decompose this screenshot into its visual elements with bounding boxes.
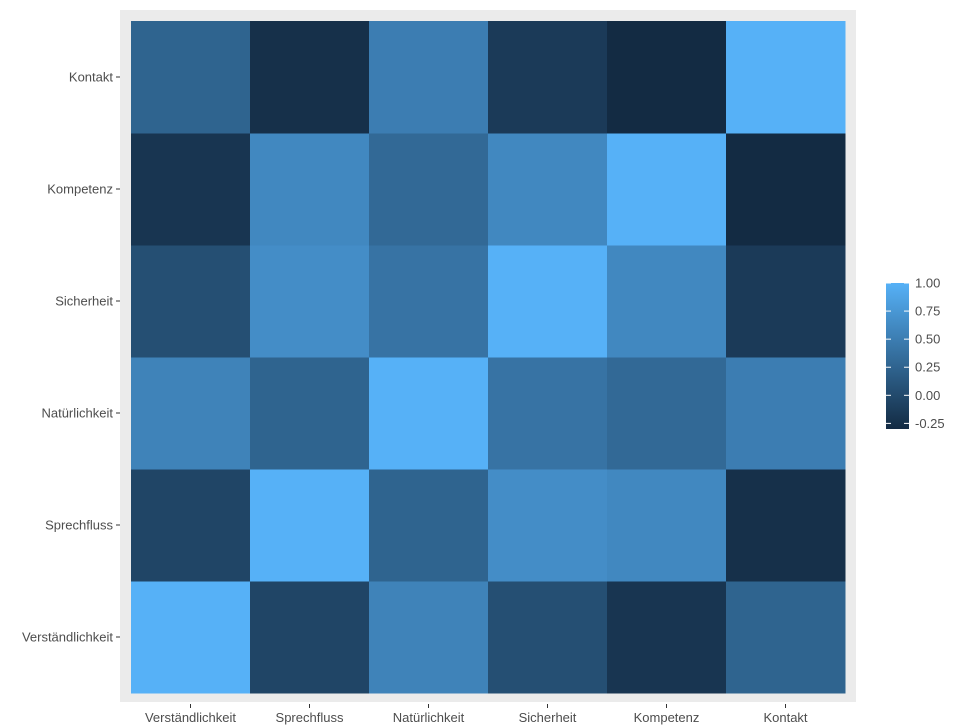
heatmap-cell (369, 245, 489, 358)
y-tick-label: Sprechfluss (45, 518, 113, 533)
legend-colorbar (886, 283, 909, 429)
heatmap-cell (488, 357, 608, 470)
heatmap-cell (131, 469, 251, 582)
heatmap-cell (726, 469, 846, 582)
heatmap-cell (488, 581, 608, 694)
heatmap-cell (131, 581, 251, 694)
heatmap-cell (726, 245, 846, 358)
heatmap-cell (607, 581, 727, 694)
heatmap-cell (607, 469, 727, 582)
heatmap-cells (131, 21, 846, 694)
legend-tick-label: -0.25 (915, 416, 945, 431)
heatmap-cell (131, 21, 251, 134)
heatmap-cell (131, 133, 251, 246)
heatmap-cell (131, 357, 251, 470)
x-tick-label: Verständlichkeit (145, 710, 236, 725)
legend-tick-label: 0.25 (915, 360, 940, 375)
y-tick-label: Kompetenz (47, 182, 113, 197)
heatmap-cell (488, 133, 608, 246)
y-axis: Verständlichkeit Sprechfluss Natürlichkeit… (22, 70, 120, 645)
legend-tick-label: 1.00 (915, 276, 940, 291)
heatmap-cell (607, 21, 727, 134)
heatmap-cell (369, 133, 489, 246)
heatmap-cell (607, 133, 727, 246)
color-legend: 1.00 0.75 0.50 0.25 0.00 -0.25 (886, 276, 945, 431)
y-tick-label: Verständlichkeit (22, 630, 113, 645)
heatmap-cell (726, 133, 846, 246)
x-axis: Verständlichkeit Sprechfluss Natürlichkeit… (145, 704, 808, 725)
x-tick-label: Kompetenz (634, 710, 700, 725)
legend-tick-label: 0.00 (915, 388, 940, 403)
heatmap-cell (250, 21, 370, 134)
heatmap-cell (250, 469, 370, 582)
x-tick-label: Natürlichkeit (393, 710, 465, 725)
heatmap-cell (250, 245, 370, 358)
heatmap-cell (369, 469, 489, 582)
y-tick-label: Natürlichkeit (41, 406, 113, 421)
x-tick-label: Kontakt (763, 710, 807, 725)
heatmap-cell (726, 357, 846, 470)
heatmap-cell (488, 21, 608, 134)
x-tick-label: Sicherheit (519, 710, 577, 725)
heatmap-cell (369, 357, 489, 470)
heatmap-cell (488, 469, 608, 582)
legend-tick-label: 0.75 (915, 304, 940, 319)
heatmap-cell (250, 581, 370, 694)
legend-tick-label: 0.50 (915, 332, 940, 347)
y-tick-label: Sicherheit (55, 294, 113, 309)
x-tick-label: Sprechfluss (276, 710, 344, 725)
heatmap-cell (607, 245, 727, 358)
heatmap-cell (250, 357, 370, 470)
heatmap-cell (369, 581, 489, 694)
heatmap-cell (726, 21, 846, 134)
heatmap-cell (250, 133, 370, 246)
heatmap-cell (726, 581, 846, 694)
heatmap-cell (131, 245, 251, 358)
heatmap-cell (607, 357, 727, 470)
y-tick-label: Kontakt (69, 70, 113, 85)
heatmap-cell (488, 245, 608, 358)
heatmap-cell (369, 21, 489, 134)
